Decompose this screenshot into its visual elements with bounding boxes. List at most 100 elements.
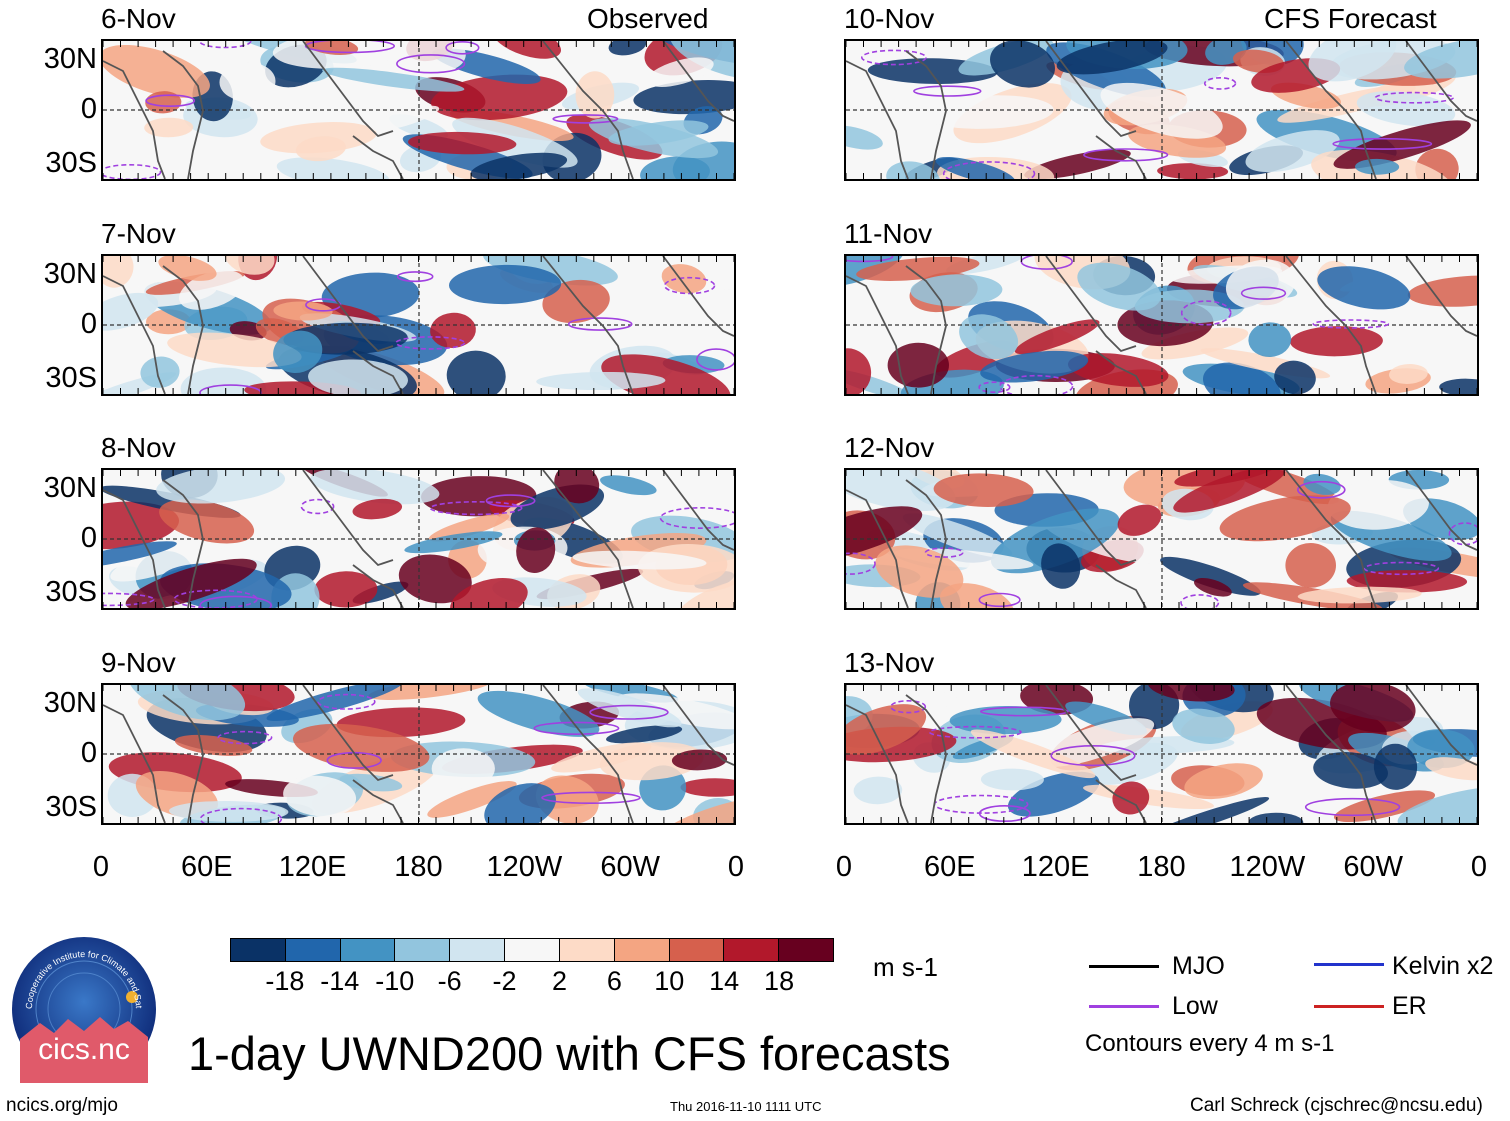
low-contour bbox=[999, 374, 1074, 394]
anomaly-blob bbox=[219, 62, 276, 102]
anomaly-blob bbox=[536, 371, 666, 391]
anomaly-blob bbox=[398, 554, 472, 604]
anomaly-blob bbox=[535, 775, 599, 823]
anomaly-blob bbox=[1141, 327, 1249, 360]
coastline bbox=[352, 350, 404, 394]
coastline bbox=[352, 779, 404, 823]
wind-field bbox=[846, 256, 1477, 394]
anomaly-blob bbox=[352, 498, 403, 520]
anomaly-blob bbox=[125, 558, 257, 608]
wind-field bbox=[846, 685, 1477, 823]
y-tick-label: 30S bbox=[45, 362, 97, 394]
anomaly-blob bbox=[283, 775, 357, 817]
x-tick-label: 180 bbox=[394, 851, 443, 883]
coastline bbox=[542, 470, 634, 608]
coastline bbox=[103, 275, 166, 394]
legend-label-low: Low bbox=[1172, 992, 1218, 1020]
anomaly-blob bbox=[140, 356, 180, 388]
coastline bbox=[302, 470, 394, 567]
anomaly-blob bbox=[1202, 362, 1281, 394]
low-contour bbox=[696, 348, 734, 371]
anomaly-blob bbox=[1172, 708, 1235, 744]
low-contour bbox=[1240, 286, 1287, 300]
anomaly-blob bbox=[310, 470, 440, 505]
coastline bbox=[1045, 470, 1137, 567]
legend-line-low bbox=[1089, 1005, 1159, 1008]
x-tick-label: 120E bbox=[278, 851, 347, 883]
anomaly-blob bbox=[273, 301, 333, 321]
coastline bbox=[662, 41, 734, 122]
map-panel-6-Nov bbox=[101, 39, 736, 181]
anomaly-blob bbox=[949, 705, 1062, 735]
anomaly-blob bbox=[646, 57, 714, 87]
anomaly-blob bbox=[542, 279, 610, 324]
anomaly-blob bbox=[1157, 163, 1229, 179]
coastline bbox=[302, 41, 394, 138]
coastline bbox=[162, 50, 204, 179]
low-contour bbox=[1332, 137, 1433, 150]
anomaly-blob bbox=[1117, 504, 1162, 536]
anomaly-blob bbox=[103, 44, 210, 98]
x-tick-label: 60E bbox=[181, 851, 233, 883]
anomaly-blob bbox=[1041, 543, 1081, 589]
low-contour bbox=[304, 41, 395, 54]
anomaly-blob bbox=[368, 685, 493, 701]
coastline bbox=[905, 50, 947, 179]
low-contour bbox=[552, 114, 619, 124]
anomaly-blob bbox=[431, 748, 495, 789]
low-contour bbox=[396, 54, 466, 74]
colorbar-tick-label: 18 bbox=[764, 966, 795, 996]
anomaly-blob bbox=[408, 131, 517, 155]
x-tick-label: 60W bbox=[1343, 851, 1403, 883]
anomaly-blob bbox=[314, 571, 378, 608]
map-panel-9-Nov bbox=[101, 683, 736, 825]
anomaly-blob bbox=[980, 768, 1044, 791]
anomaly-blob bbox=[276, 157, 390, 179]
low-contour bbox=[541, 791, 641, 805]
legend-label-kelvin: Kelvin x2 bbox=[1392, 952, 1494, 980]
panel-date: 7-Nov bbox=[101, 218, 176, 249]
x-tick-label: 180 bbox=[1137, 851, 1186, 883]
anomaly-blob bbox=[128, 685, 246, 721]
anomaly-blob bbox=[846, 125, 883, 150]
colorbar-swatch bbox=[724, 939, 780, 961]
colorbar-tick-label: 6 bbox=[606, 966, 622, 996]
anomaly-blob bbox=[1373, 743, 1418, 790]
anomaly-blob bbox=[575, 71, 615, 119]
anomaly-blob bbox=[273, 330, 323, 373]
anomaly-blob bbox=[1035, 718, 1155, 768]
coastline bbox=[905, 694, 947, 823]
logo-text: cics.nc bbox=[38, 1033, 130, 1066]
anomaly-blob bbox=[1404, 41, 1477, 79]
coastline bbox=[302, 256, 394, 353]
coastline bbox=[1405, 470, 1477, 551]
anomaly-blob bbox=[1285, 542, 1336, 588]
anomaly-blob bbox=[606, 725, 683, 744]
coastline bbox=[1045, 256, 1137, 353]
anomaly-blob bbox=[970, 729, 1096, 779]
coastline bbox=[542, 685, 634, 823]
coastline bbox=[103, 60, 166, 179]
anomaly-blob bbox=[1290, 326, 1383, 357]
anomaly-blob bbox=[427, 781, 517, 818]
anomaly-blob bbox=[1174, 470, 1276, 487]
anomaly-blob bbox=[846, 470, 956, 512]
low-contour bbox=[1180, 594, 1220, 608]
anomaly-blob bbox=[1415, 148, 1459, 179]
anomaly-blob bbox=[1317, 266, 1411, 310]
y-tick-label: 30N bbox=[43, 687, 97, 719]
anomaly-blob bbox=[1303, 473, 1341, 495]
y-tick-label: 30N bbox=[43, 472, 97, 504]
low-contour bbox=[942, 161, 1036, 179]
low-contour bbox=[199, 595, 272, 608]
anomaly-blob bbox=[428, 513, 510, 542]
anomaly-blob bbox=[902, 513, 1013, 558]
low-contour bbox=[589, 704, 669, 720]
anomaly-blob bbox=[1248, 812, 1304, 823]
low-contour bbox=[1312, 319, 1390, 329]
legend-label-er: ER bbox=[1392, 992, 1427, 1020]
anomaly-blob bbox=[1245, 130, 1340, 173]
anomaly-blob bbox=[1297, 586, 1422, 604]
x-tick-label: 60E bbox=[924, 851, 976, 883]
colorbar-swatch bbox=[505, 939, 560, 961]
